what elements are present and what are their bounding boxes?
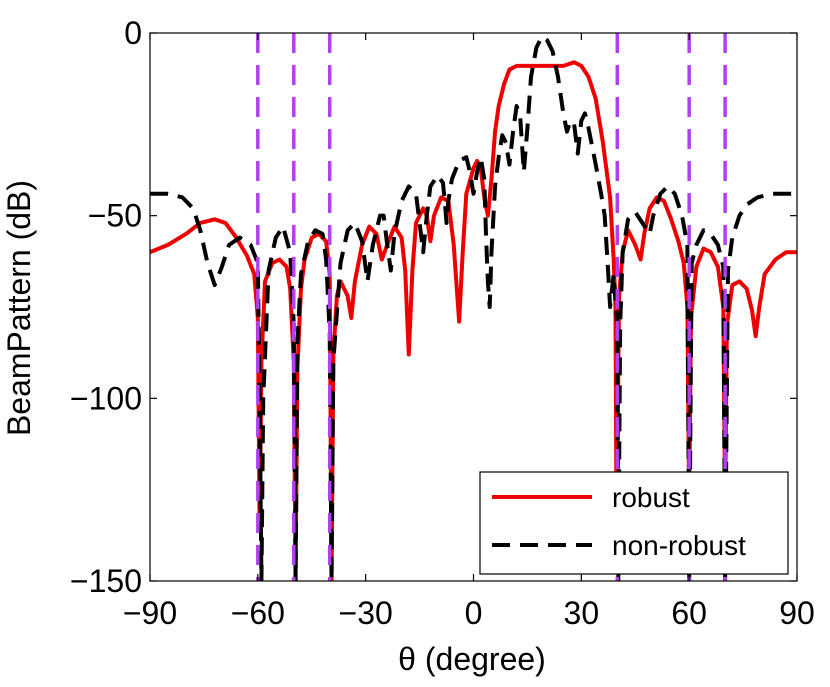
x-tick-label: 60 xyxy=(671,595,707,631)
x-tick-label: 0 xyxy=(465,595,483,631)
y-tick-label: −100 xyxy=(70,380,142,416)
x-tick-label: 30 xyxy=(564,595,600,631)
axes: −90 −60 −30 0 30 60 90 0 −50 −100 −150 xyxy=(70,15,815,631)
legend-label-robust: robust xyxy=(612,482,690,513)
legend: robust non-robust xyxy=(479,471,789,575)
y-tick-label: 0 xyxy=(124,15,142,51)
series-line-non-robust xyxy=(150,34,797,581)
x-tick-label: −90 xyxy=(123,595,177,631)
legend-label-non-robust: non-robust xyxy=(612,530,746,561)
x-tick-label: 90 xyxy=(779,595,815,631)
legend-box xyxy=(479,471,789,575)
x-tick-label: −60 xyxy=(231,595,285,631)
x-axis-label: θ (degree) xyxy=(398,641,546,677)
y-axis-label: BeamPattern (dB) xyxy=(1,180,37,436)
y-tick-label: −50 xyxy=(88,198,142,234)
x-tick-label: −30 xyxy=(339,595,393,631)
y-tick-label: −150 xyxy=(70,563,142,599)
